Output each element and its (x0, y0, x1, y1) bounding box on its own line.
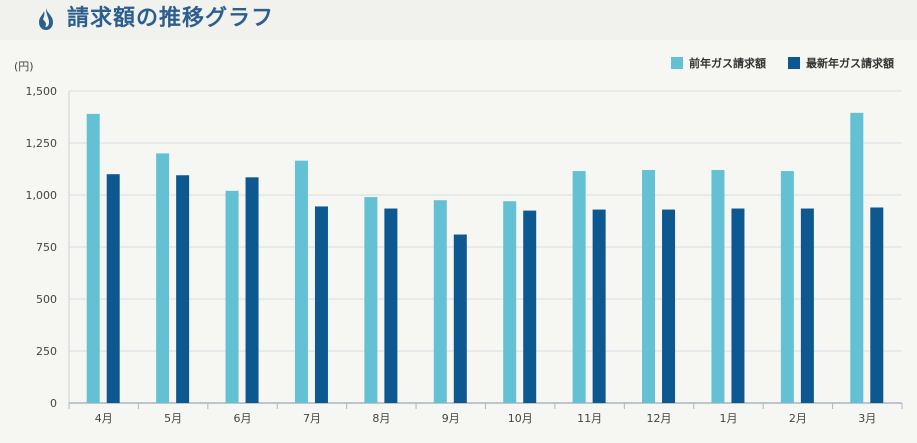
y-tick-label: 250 (36, 345, 57, 358)
bar-prev (642, 170, 656, 403)
bar-prev (780, 171, 794, 403)
x-tick-label: 11月 (577, 412, 602, 425)
x-tick-label: 9月 (442, 412, 460, 425)
x-tick-label: 8月 (372, 412, 390, 425)
y-tick-label: 1,000 (26, 189, 58, 202)
bar-latest (106, 174, 120, 403)
legend-item-latest: 最新年ガス請求額 (788, 55, 894, 71)
bar-prev (572, 171, 586, 403)
y-tick-label: 0 (50, 397, 57, 410)
bar-latest (662, 209, 676, 403)
bar-latest (523, 210, 537, 403)
x-tick-label: 1月 (719, 412, 737, 425)
bar-latest (731, 208, 745, 403)
page-title: 請求額の推移グラフ (67, 6, 275, 31)
bar-latest (800, 208, 814, 403)
bar-latest (245, 177, 259, 403)
bar-latest (453, 234, 467, 403)
y-tick-label: 750 (36, 241, 57, 254)
x-tick-label: 4月 (95, 412, 113, 425)
bar-prev (294, 160, 308, 403)
bar-prev (225, 190, 239, 403)
bar-prev (711, 170, 725, 403)
y-tick-label: 1,250 (26, 137, 58, 150)
x-tick-label: 2月 (789, 412, 807, 425)
bar-prev (850, 112, 864, 403)
bar-prev (503, 201, 517, 403)
legend-swatch-latest (788, 57, 800, 69)
bar-latest (870, 207, 884, 403)
x-tick-label: 7月 (303, 412, 321, 425)
x-tick-label: 10月 (508, 412, 533, 425)
x-tick-label: 5月 (164, 412, 182, 425)
bar-prev (433, 200, 447, 403)
y-tick-label: 500 (36, 293, 57, 306)
chart-legend: 前年ガス請求額 最新年ガス請求額 (671, 55, 894, 71)
bar-latest (592, 209, 606, 403)
legend-item-prev: 前年ガス請求額 (671, 55, 766, 71)
bar-latest (314, 206, 328, 403)
x-tick-label: 12月 (647, 412, 672, 425)
x-tick-label: 3月 (858, 412, 876, 425)
x-tick-label: 6月 (234, 412, 252, 425)
bar-latest (176, 175, 190, 403)
y-tick-label: 1,500 (26, 85, 58, 98)
bar-latest (384, 208, 398, 403)
bar-prev (364, 197, 378, 403)
flame-icon (39, 8, 53, 30)
legend-swatch-prev (671, 57, 683, 69)
legend-label-prev: 前年ガス請求額 (689, 57, 766, 70)
page-header: 請求額の推移グラフ (0, 0, 917, 38)
y-axis-unit: (円) (14, 60, 34, 73)
legend-label-latest: 最新年ガス請求額 (806, 57, 894, 70)
bar-prev (86, 113, 100, 403)
bar-prev (156, 153, 170, 403)
